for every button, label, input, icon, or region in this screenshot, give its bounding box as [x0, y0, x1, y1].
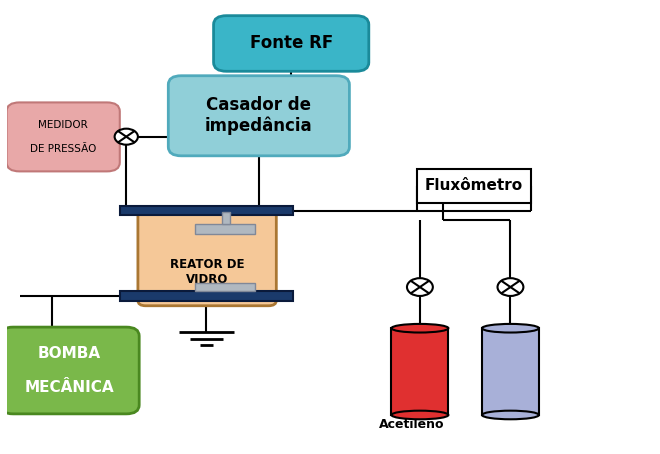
Bar — [195, 282, 255, 291]
Text: Fonte RF: Fonte RF — [249, 35, 333, 53]
Bar — [195, 224, 255, 234]
Bar — [482, 328, 539, 415]
FancyBboxPatch shape — [138, 208, 277, 306]
FancyBboxPatch shape — [214, 15, 369, 71]
Text: Fluxômetro: Fluxômetro — [425, 178, 523, 193]
Text: MEDIDOR

DE PRESSÃO: MEDIDOR DE PRESSÃO — [30, 120, 96, 153]
Bar — [391, 328, 448, 415]
Ellipse shape — [482, 324, 539, 332]
Ellipse shape — [391, 324, 448, 332]
Bar — [222, 212, 230, 224]
Bar — [119, 291, 293, 301]
Bar — [119, 206, 293, 216]
FancyBboxPatch shape — [7, 103, 120, 171]
Circle shape — [498, 278, 523, 296]
Text: Acetileno: Acetileno — [379, 419, 444, 431]
Text: REATOR DE
VIDRO: REATOR DE VIDRO — [170, 258, 244, 286]
FancyBboxPatch shape — [168, 76, 349, 156]
Text: Casador de
impedância: Casador de impedância — [205, 96, 313, 135]
Bar — [417, 169, 531, 202]
Ellipse shape — [482, 411, 539, 419]
FancyBboxPatch shape — [0, 327, 139, 414]
Ellipse shape — [391, 411, 448, 419]
Circle shape — [115, 128, 138, 145]
Text: BOMBA

MECÂNICA: BOMBA MECÂNICA — [25, 345, 114, 395]
Circle shape — [407, 278, 433, 296]
